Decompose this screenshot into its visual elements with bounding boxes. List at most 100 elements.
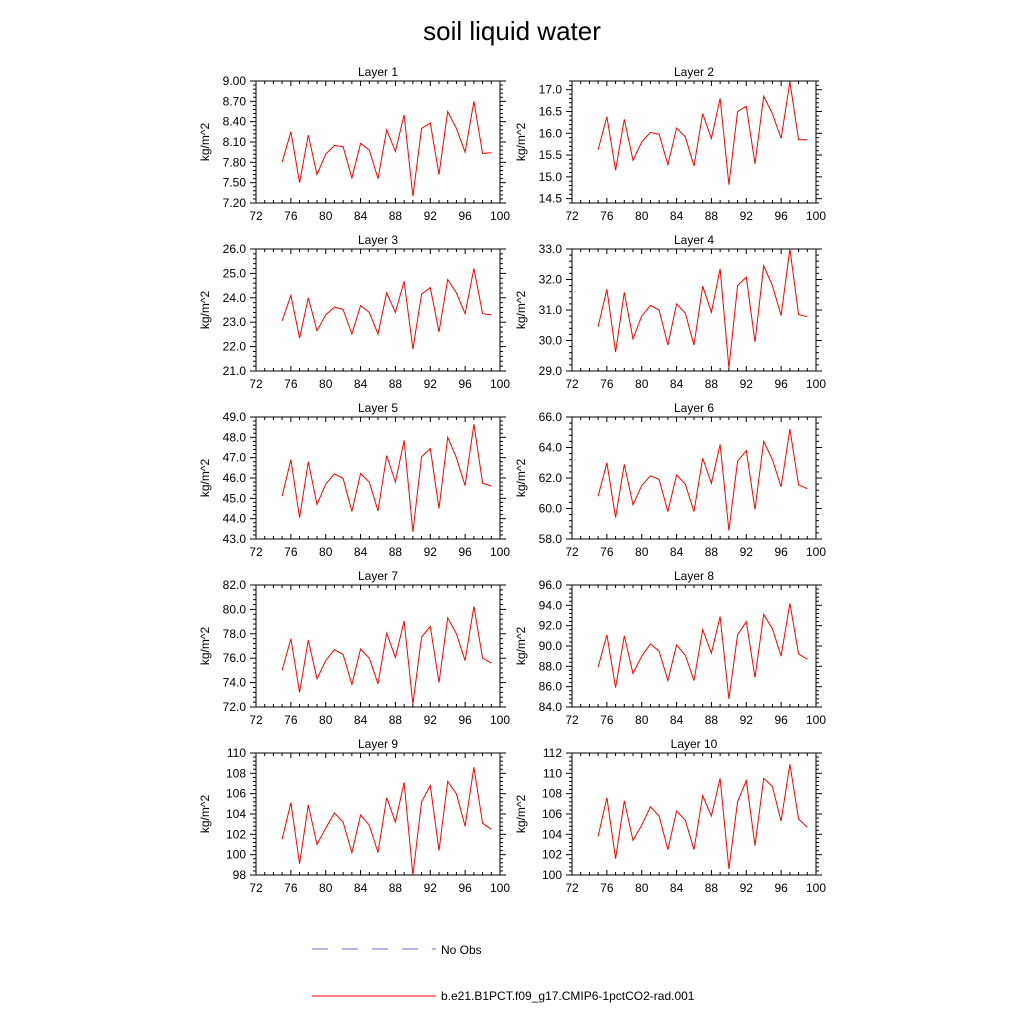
x-tick-label: 88 [705, 713, 719, 727]
y-tick-label: 29.0 [539, 364, 563, 378]
series-line [281, 268, 492, 350]
x-tick-label: 88 [389, 881, 403, 895]
x-tick-label: 72 [249, 545, 263, 559]
series-line [597, 429, 808, 531]
x-tick-label: 80 [319, 881, 333, 895]
y-tick-label: 16.5 [539, 105, 563, 119]
x-tick-label: 100 [490, 713, 510, 727]
x-tick-label: 76 [600, 545, 614, 559]
x-tick-label: 72 [565, 545, 579, 559]
x-tick-label: 96 [774, 377, 788, 391]
x-tick-label: 76 [284, 713, 298, 727]
x-tick-label: 96 [774, 545, 788, 559]
panel-title: Layer 7 [358, 569, 398, 583]
plot-frame [255, 416, 501, 540]
x-tick-label: 96 [774, 209, 788, 223]
x-tick-label: 76 [600, 881, 614, 895]
panel-title: Layer 9 [358, 737, 398, 751]
panel-layer-3: Layer 3 kg/m^2 72 76 80 84 88 92 96 100 21.0 22.0 23… [198, 233, 510, 391]
x-tick-label: 100 [490, 545, 510, 559]
series-line [281, 767, 492, 876]
series-line [597, 81, 808, 185]
y-tick-label: 104 [542, 827, 562, 841]
x-tick-label: 72 [249, 881, 263, 895]
panel-title: Layer 2 [674, 65, 714, 79]
x-tick-label: 84 [670, 713, 684, 727]
x-tick-label: 72 [565, 209, 579, 223]
x-tick-label: 80 [319, 713, 333, 727]
plot-frame [571, 416, 817, 540]
x-tick-label: 76 [600, 713, 614, 727]
x-tick-label: 84 [354, 377, 368, 391]
y-tick-label: 104 [226, 807, 246, 821]
x-tick-label: 88 [389, 545, 403, 559]
y-tick-label: 31.0 [539, 303, 563, 317]
x-tick-label: 72 [565, 377, 579, 391]
x-tick-label: 76 [600, 209, 614, 223]
x-tick-label: 76 [600, 377, 614, 391]
y-tick-label: 100 [226, 848, 246, 862]
x-tick-label: 84 [354, 713, 368, 727]
y-tick-label: 17.0 [539, 83, 563, 97]
x-tick-label: 100 [806, 209, 826, 223]
y-tick-label: 14.5 [539, 192, 563, 206]
x-tick-label: 88 [389, 209, 403, 223]
panels-group: Layer 1 kg/m^2 72 76 80 84 88 92 96 100 7.20 7.50 7.… [198, 65, 826, 895]
y-tick-label: 8.10 [223, 135, 247, 149]
panel-title: Layer 5 [358, 401, 398, 415]
x-tick-label: 84 [670, 881, 684, 895]
x-tick-label: 92 [424, 881, 438, 895]
y-tick-label: 76.0 [223, 651, 247, 665]
x-tick-label: 92 [740, 545, 754, 559]
x-tick-label: 72 [249, 713, 263, 727]
y-tick-label: 96.0 [539, 578, 563, 592]
y-tick-label: 78.0 [223, 627, 247, 641]
y-tick-label: 8.70 [223, 94, 247, 108]
x-tick-label: 84 [670, 545, 684, 559]
x-tick-label: 92 [740, 881, 754, 895]
x-tick-label: 72 [565, 881, 579, 895]
y-tick-label: 32.0 [539, 273, 563, 287]
x-tick-label: 76 [284, 209, 298, 223]
legend: No Obs b.e21.B1PCT.f09_g17.CMIP6-1pctCO2… [312, 943, 695, 1003]
y-tick-label: 66.0 [539, 410, 563, 424]
x-tick-label: 72 [249, 377, 263, 391]
x-tick-label: 92 [424, 545, 438, 559]
panel-layer-10: Layer 10 kg/m^2 72 76 80 84 88 92 96 100 100 102 104… [514, 737, 826, 895]
series-line [281, 424, 492, 532]
x-tick-label: 100 [490, 881, 510, 895]
panel-title: Layer 4 [674, 233, 714, 247]
y-axis-label: kg/m^2 [198, 459, 212, 498]
y-tick-label: 48.0 [223, 430, 247, 444]
legend-model-label: b.e21.B1PCT.f09_g17.CMIP6-1pctCO2-rad.00… [441, 989, 695, 1003]
y-tick-label: 90.0 [539, 639, 563, 653]
panel-title: Layer 10 [671, 737, 718, 751]
y-tick-label: 45.0 [223, 491, 247, 505]
y-axis-label: kg/m^2 [514, 795, 528, 834]
y-tick-label: 80.0 [223, 602, 247, 616]
x-tick-label: 96 [774, 713, 788, 727]
x-tick-label: 100 [806, 377, 826, 391]
x-tick-label: 88 [705, 545, 719, 559]
panel-title: Layer 1 [358, 65, 398, 79]
y-axis-label: kg/m^2 [198, 123, 212, 162]
panel-layer-8: Layer 8 kg/m^2 72 76 80 84 88 92 96 100 84.0 86.0 88… [514, 569, 826, 727]
y-tick-label: 7.50 [223, 176, 247, 190]
y-tick-label: 108 [226, 766, 246, 780]
x-tick-label: 88 [705, 377, 719, 391]
y-tick-label: 43.0 [223, 532, 247, 546]
y-axis-label: kg/m^2 [514, 123, 528, 162]
x-tick-label: 92 [424, 209, 438, 223]
x-tick-label: 96 [774, 881, 788, 895]
plot-frame [255, 584, 501, 708]
x-tick-label: 92 [740, 377, 754, 391]
y-axis-label: kg/m^2 [514, 291, 528, 330]
x-tick-label: 96 [458, 713, 472, 727]
x-tick-label: 80 [635, 881, 649, 895]
x-tick-label: 100 [490, 209, 510, 223]
y-tick-label: 62.0 [539, 471, 563, 485]
plot-frame [571, 80, 817, 204]
x-tick-label: 88 [389, 713, 403, 727]
y-tick-label: 88.0 [539, 659, 563, 673]
